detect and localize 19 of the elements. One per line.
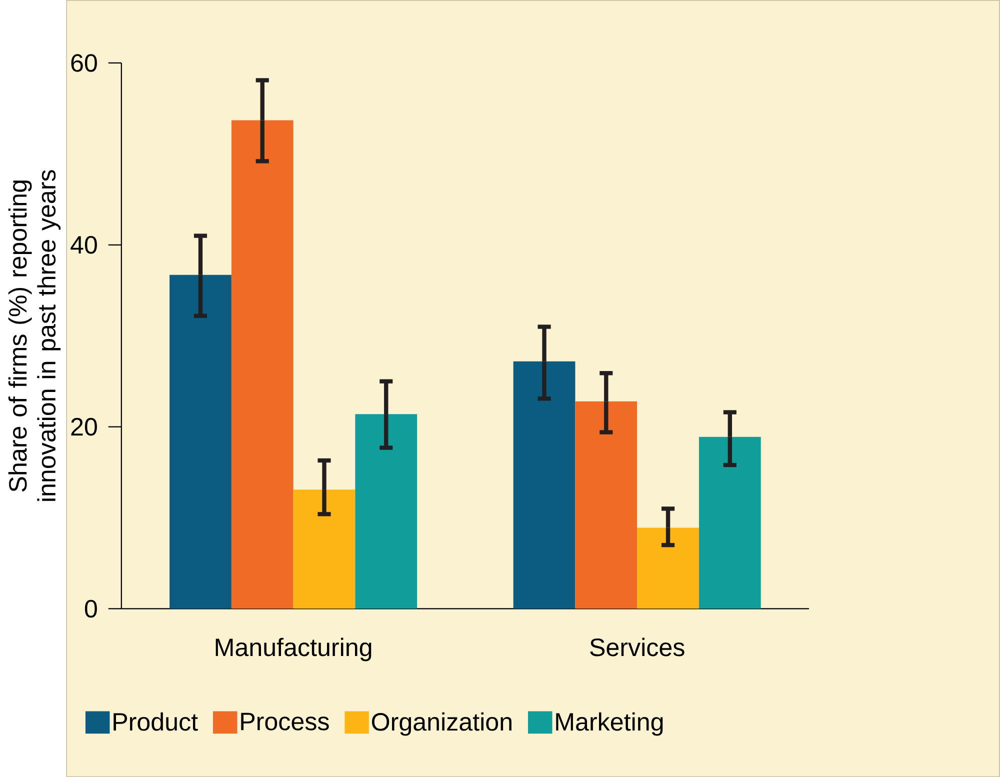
legend-label: Marketing — [556, 712, 663, 736]
bar — [513, 361, 576, 609]
x-tick-label: Services — [590, 638, 684, 656]
bar — [231, 120, 294, 609]
bar — [355, 414, 418, 609]
x-tick-label: Manufacturing — [216, 638, 372, 662]
y-tick-label: 20 — [71, 418, 97, 436]
legend-label: Product — [114, 712, 198, 731]
bar — [170, 274, 232, 609]
legend-label: Process — [241, 712, 329, 730]
bar — [698, 436, 761, 609]
y-tick-label: 0 — [84, 600, 97, 618]
y-axis-title: Share of firms (%) reporting innovation in past three years — [8, 170, 61, 501]
y-tick-label: 60 — [71, 54, 97, 72]
legend-label: Organization — [372, 712, 512, 736]
y-tick-label: 40 — [70, 236, 97, 254]
bar — [575, 401, 638, 609]
bar — [293, 490, 356, 609]
bar — [637, 528, 699, 609]
